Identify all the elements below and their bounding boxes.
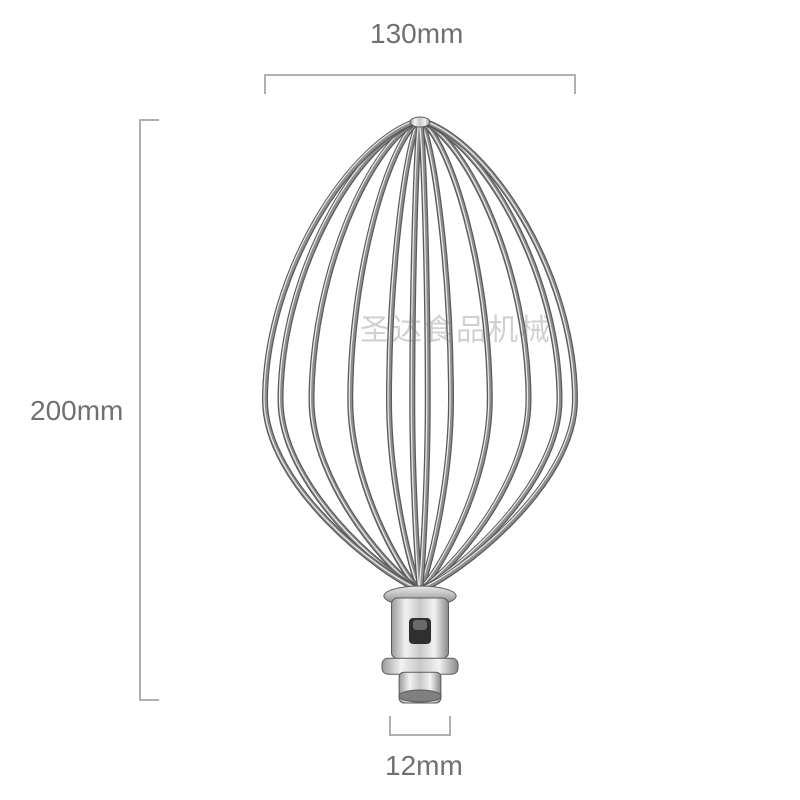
width-dim-label: 130mm bbox=[370, 18, 463, 50]
shaft-dim-label: 12mm bbox=[385, 750, 463, 782]
diagram-stage: 130mm 200mm 12mm 圣达食品机械 bbox=[0, 0, 800, 800]
whisk-illustration bbox=[264, 117, 575, 703]
brand-watermark: 圣达食品机械 bbox=[360, 305, 552, 349]
height-dim-label: 200mm bbox=[30, 395, 123, 427]
